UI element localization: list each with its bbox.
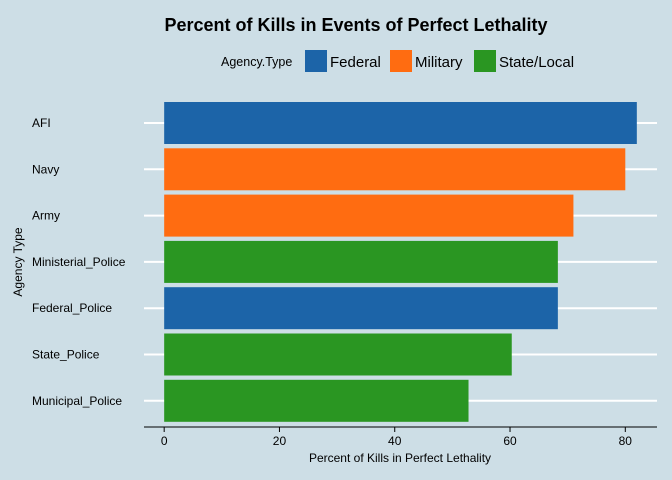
y-tick-label: Municipal_Police — [32, 394, 122, 408]
legend: Agency.Type Federal Military State/Local — [221, 50, 574, 72]
chart-title: Percent of Kills in Events of Perfect Le… — [164, 15, 547, 35]
legend-title: Agency.Type — [221, 55, 292, 69]
y-tick-label: Army — [32, 209, 60, 223]
y-tick-labels: AFI Navy Army Ministerial_Police Federal_Pol… — [32, 116, 126, 408]
x-tick-label: 20 — [273, 434, 287, 448]
bar-ministerial-police — [164, 240, 558, 283]
legend-label: Military — [415, 54, 463, 71]
y-tick-label: Ministerial_Police — [32, 255, 126, 269]
bars — [164, 102, 637, 422]
x-tick-label: 60 — [503, 434, 517, 448]
bar-state-police — [164, 333, 512, 376]
bar-afi — [164, 102, 637, 144]
bar-navy — [164, 148, 626, 191]
y-tick-label: Federal_Police — [32, 301, 112, 315]
y-tick-label: State_Police — [32, 348, 100, 362]
legend-swatch-federal — [305, 50, 327, 72]
y-tick-label: Navy — [32, 162, 59, 176]
y-axis-title: Agency Type — [11, 227, 25, 296]
x-tick-label: 0 — [161, 434, 168, 448]
bar-municipal-police — [164, 379, 469, 422]
y-tick-label: AFI — [32, 116, 51, 130]
bar-federal-police — [164, 287, 558, 330]
bar-army — [164, 194, 574, 237]
legend-label: Federal — [330, 54, 381, 71]
x-axis-title: Percent of Kills in Perfect Lethality — [309, 451, 491, 465]
legend-swatch-military — [390, 50, 412, 72]
x-ticks: 0 20 40 60 80 — [161, 427, 632, 448]
x-tick-label: 80 — [619, 434, 633, 448]
x-tick-label: 40 — [388, 434, 402, 448]
legend-swatch-state-local — [474, 50, 496, 72]
legend-label: State/Local — [499, 54, 574, 71]
